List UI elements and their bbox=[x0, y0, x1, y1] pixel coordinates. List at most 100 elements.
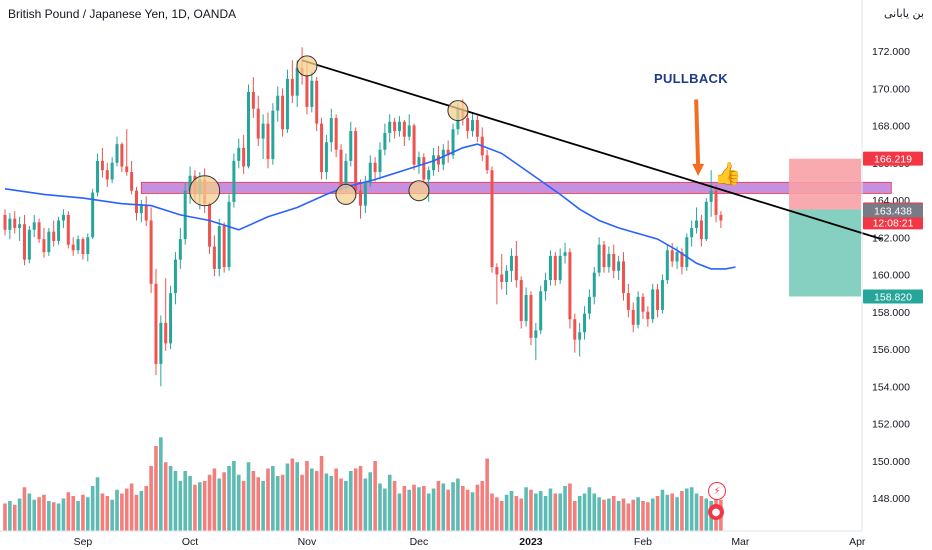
symbol-title[interactable]: British Pound / Japanese Yen, 1D, OANDA bbox=[8, 7, 237, 21]
candle-body bbox=[699, 220, 703, 240]
candle-body bbox=[232, 160, 236, 202]
volume-bar bbox=[251, 471, 256, 531]
volume-bar bbox=[115, 489, 119, 531]
volume-bar bbox=[563, 486, 567, 531]
candle-body bbox=[334, 118, 338, 150]
short-position-tool[interactable] bbox=[789, 158, 861, 297]
candle-body bbox=[544, 280, 548, 292]
price-axis[interactable]: 148.000 150.000 152.000 154.000 156.000 158.0… bbox=[872, 46, 910, 505]
candle-body bbox=[173, 259, 177, 294]
candle-body bbox=[18, 224, 22, 228]
volume-bar bbox=[149, 466, 153, 531]
candle-body bbox=[446, 149, 450, 156]
volume-bar bbox=[699, 496, 704, 531]
volume-bars bbox=[3, 437, 723, 531]
volume-bar bbox=[607, 498, 611, 531]
volume-bar bbox=[685, 488, 689, 531]
candle-body bbox=[436, 155, 440, 165]
volume-bar bbox=[426, 493, 431, 531]
volume-bar bbox=[383, 488, 387, 531]
candle-body bbox=[621, 261, 625, 294]
pullback-label: PULLBACK bbox=[654, 71, 728, 86]
candle-body bbox=[665, 250, 669, 281]
volume-bar bbox=[8, 501, 12, 531]
touch-circle bbox=[296, 55, 318, 77]
volume-bar bbox=[470, 492, 475, 531]
volume-bar bbox=[202, 481, 207, 531]
candle-body bbox=[422, 157, 426, 180]
candle-body bbox=[685, 237, 689, 268]
volume-bar bbox=[256, 477, 261, 531]
volume-bar bbox=[139, 491, 144, 531]
volume-bar bbox=[193, 484, 197, 531]
volume-bar bbox=[490, 493, 494, 531]
volume-bar bbox=[529, 489, 533, 531]
candle-body bbox=[583, 313, 587, 333]
volume-bar bbox=[407, 489, 412, 531]
time-tick-label: Feb bbox=[634, 536, 652, 548]
time-tick-label: Dec bbox=[410, 536, 429, 548]
price-tag-text: 12:08:21 bbox=[873, 217, 914, 229]
volume-bar bbox=[611, 496, 616, 531]
candle-body bbox=[602, 244, 606, 268]
candle-body bbox=[388, 121, 392, 133]
candle-body bbox=[349, 131, 353, 161]
volume-bar bbox=[568, 483, 572, 531]
volume-bar bbox=[353, 468, 358, 531]
volume-bar bbox=[300, 474, 304, 531]
volume-bar bbox=[451, 482, 455, 531]
candle-body bbox=[285, 78, 289, 130]
volume-bar bbox=[694, 493, 699, 531]
candle-body bbox=[534, 330, 538, 338]
volume-bar bbox=[509, 491, 514, 531]
candle-body bbox=[271, 110, 275, 160]
volume-bar bbox=[641, 501, 645, 531]
candle-body bbox=[368, 162, 372, 184]
price-tag-bg bbox=[863, 203, 923, 218]
candle-body bbox=[714, 190, 718, 215]
candle-body bbox=[363, 183, 367, 206]
volume-bar bbox=[12, 504, 17, 531]
volume-bar bbox=[670, 493, 674, 531]
candle-body bbox=[553, 255, 557, 281]
volume-bar bbox=[324, 473, 329, 531]
candle-body bbox=[641, 296, 645, 312]
candle-body bbox=[607, 254, 611, 268]
time-tick-label: Oct bbox=[182, 536, 198, 548]
support-resistance-zone bbox=[140, 181, 892, 194]
volume-bar bbox=[280, 474, 285, 531]
volume-bar bbox=[431, 488, 436, 531]
candle-body bbox=[42, 239, 46, 253]
candle-body bbox=[695, 220, 699, 228]
candle-body bbox=[27, 229, 31, 260]
candle-body bbox=[91, 192, 95, 238]
volume-bar bbox=[144, 486, 149, 531]
candle-body bbox=[52, 231, 56, 241]
volume-bar bbox=[558, 493, 562, 531]
price-tick-label: 148.000 bbox=[872, 493, 910, 505]
candle-body bbox=[563, 252, 567, 256]
time-axis[interactable]: Sep Oct Nov Dec 2023 Feb Mar Apr bbox=[74, 536, 866, 548]
volume-bar bbox=[587, 487, 592, 531]
volume-bar bbox=[543, 496, 548, 531]
volume-bar bbox=[71, 496, 75, 531]
candle-body bbox=[412, 125, 416, 165]
flash-icon[interactable]: ⚡ bbox=[708, 482, 726, 500]
candle-body bbox=[120, 144, 124, 167]
volume-bar bbox=[373, 461, 377, 531]
volume-bar bbox=[465, 489, 470, 531]
candle-body bbox=[417, 157, 421, 165]
candle-body bbox=[169, 293, 173, 344]
arrow-shaft bbox=[694, 99, 701, 166]
volume-bar bbox=[680, 491, 684, 531]
volume-bar bbox=[582, 493, 587, 531]
candle-body bbox=[651, 289, 655, 320]
volume-bar bbox=[319, 456, 324, 531]
record-icon[interactable]: ● bbox=[708, 504, 724, 520]
descending-trendline[interactable] bbox=[301, 59, 882, 240]
zone-rect bbox=[140, 181, 892, 194]
candle-body bbox=[344, 160, 348, 186]
candle-body bbox=[485, 155, 489, 171]
touch-circle bbox=[408, 180, 430, 202]
